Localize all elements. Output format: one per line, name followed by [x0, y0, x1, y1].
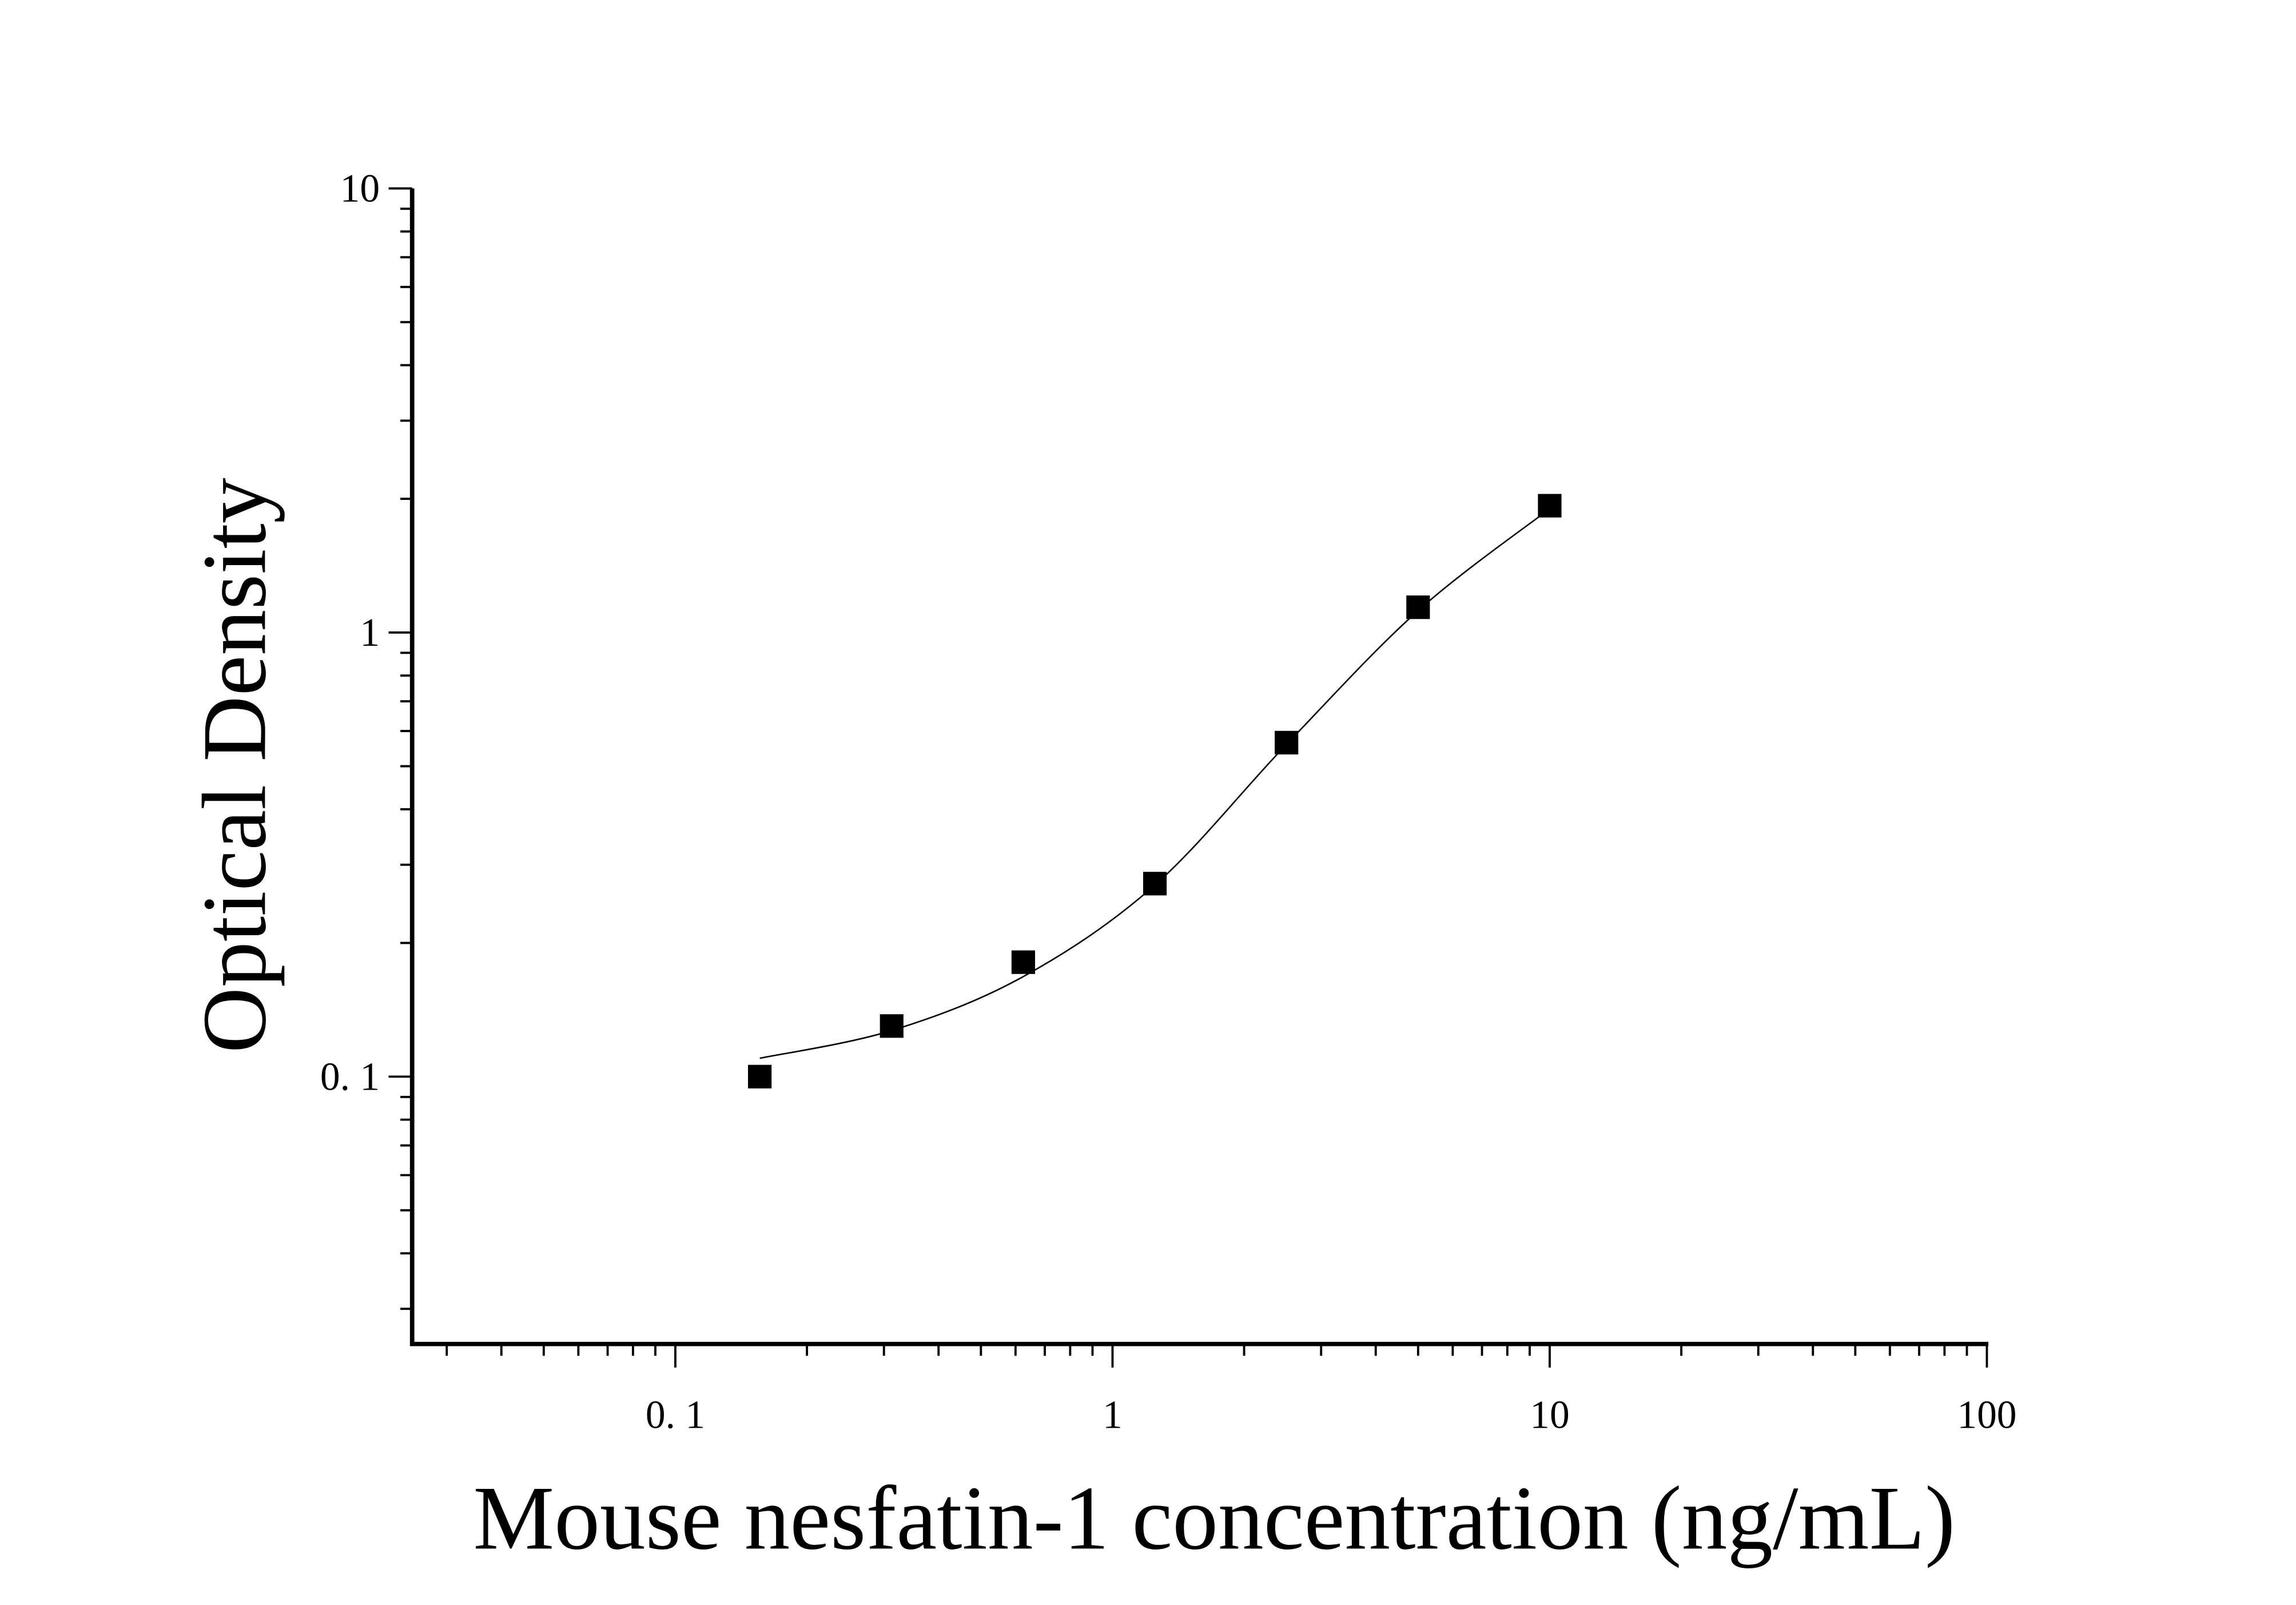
- ticks: [388, 187, 1988, 1368]
- data-point: [1143, 872, 1167, 896]
- y-tick-label: 10: [340, 167, 380, 211]
- x-tick-label: 100: [1957, 1393, 2016, 1437]
- data-point: [880, 1014, 904, 1038]
- y-tick-label: 1: [360, 611, 380, 655]
- data-point: [1406, 595, 1430, 619]
- x-tick-label: 10: [1530, 1393, 1569, 1437]
- y-axis-label: Optical Density: [184, 478, 285, 1053]
- x-axis-label: Mouse nesfatin-1 concentration (ng/mL): [473, 1467, 1955, 1568]
- tick-labels: 0. 1 1 10 0. 1 1 10 100: [320, 167, 2017, 1437]
- fit-curve: [759, 508, 1550, 1059]
- data-point: [748, 1064, 772, 1088]
- x-tick-label: 0. 1: [646, 1393, 705, 1437]
- y-tick-label: 0. 1: [320, 1055, 380, 1099]
- data-point: [1538, 494, 1562, 518]
- data-points: [748, 494, 1562, 1088]
- axes: [409, 188, 1989, 1346]
- data-point: [1011, 950, 1036, 974]
- data-point: [1275, 730, 1299, 754]
- x-tick-label: 1: [1103, 1393, 1123, 1437]
